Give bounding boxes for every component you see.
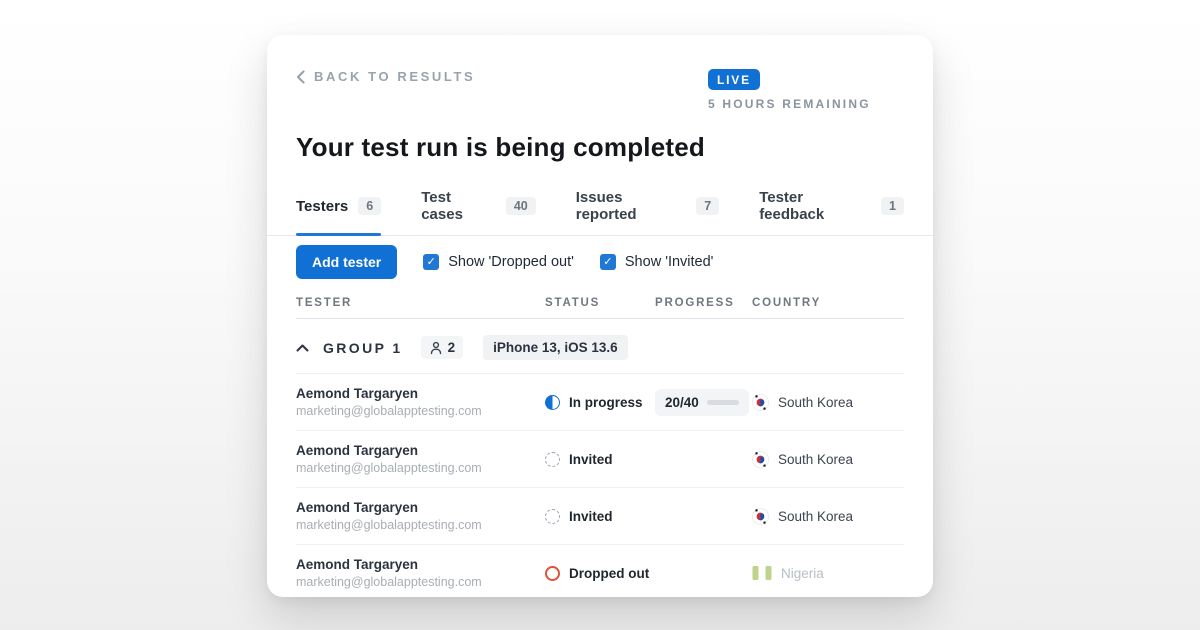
status-cell: Invited xyxy=(545,451,655,467)
progress-cell: 20/40 xyxy=(655,388,752,416)
tester-name: Aemond Targaryen xyxy=(296,557,419,572)
person-icon xyxy=(430,341,441,354)
progress-bar xyxy=(706,399,739,405)
tab-test-cases[interactable]: Test cases 40 xyxy=(421,183,536,235)
tab-tester-feedback-label: Tester feedback xyxy=(759,189,825,223)
country-cell: Nigeria xyxy=(752,565,904,581)
page-title: Your test run is being completed xyxy=(296,132,705,162)
live-status-block: LIVE 5 HOURS REMAINING xyxy=(708,69,904,111)
group-device-chip: iPhone 13, iOS 13.6 xyxy=(483,335,628,360)
tester-email: marketing@globalapptesting.com xyxy=(296,404,482,418)
in-progress-icon xyxy=(545,394,560,410)
tab-test-cases-count: 40 xyxy=(505,197,536,215)
column-header-tester: TESTER xyxy=(296,297,353,309)
progress-label: 20/40 xyxy=(665,394,699,410)
toolbar: Add tester ✓ Show 'Dropped out' ✓ Show '… xyxy=(296,245,904,279)
tester-name: Aemond Targaryen xyxy=(296,500,419,515)
show-invited-label: Show 'Invited' xyxy=(624,254,714,270)
show-dropped-out-label: Show 'Dropped out' xyxy=(448,254,574,270)
tester-cell: Aemond Targaryen marketing@globalapptest… xyxy=(296,500,545,532)
show-dropped-out-checkbox[interactable]: ✓ Show 'Dropped out' xyxy=(423,254,574,270)
column-header-country: COUNTRY xyxy=(752,297,822,309)
tester-cell: Aemond Targaryen marketing@globalapptest… xyxy=(296,443,545,475)
chevron-up-icon[interactable] xyxy=(296,344,309,352)
column-header-status: STATUS xyxy=(545,297,601,309)
checkbox-checked-icon[interactable]: ✓ xyxy=(423,254,440,270)
tester-email: marketing@globalapptesting.com xyxy=(296,461,482,475)
tester-cell: Aemond Targaryen marketing@globalapptest… xyxy=(296,386,545,418)
south-korea-flag-icon xyxy=(752,450,769,468)
tester-name: Aemond Targaryen xyxy=(296,443,419,458)
status-label: Dropped out xyxy=(569,565,650,581)
tester-name: Aemond Targaryen xyxy=(296,386,419,401)
status-cell: In progress xyxy=(545,394,655,410)
status-label: In progress xyxy=(569,394,643,410)
test-run-card: BACK TO RESULTS LIVE 5 HOURS REMAINING Y… xyxy=(267,35,933,597)
time-remaining-label: 5 HOURS REMAINING xyxy=(708,97,871,111)
group-header-row[interactable]: GROUP 1 2 iPhone 13, iOS 13.6 xyxy=(296,319,904,374)
country-label: South Korea xyxy=(778,451,854,467)
country-label: Nigeria xyxy=(781,565,824,581)
group-tester-count-chip: 2 xyxy=(420,336,464,359)
card-header: BACK TO RESULTS LIVE 5 HOURS REMAINING xyxy=(296,69,904,111)
country-label: South Korea xyxy=(778,508,854,524)
tab-testers-label: Testers xyxy=(296,197,349,215)
status-cell: Dropped out xyxy=(545,565,655,581)
tab-bar: Testers 6 Test cases 40 Issues reported … xyxy=(267,183,933,236)
dropped-out-icon xyxy=(545,565,560,581)
status-label: Invited xyxy=(569,451,613,467)
tab-testers[interactable]: Testers 6 xyxy=(296,183,382,236)
tester-email: marketing@globalapptesting.com xyxy=(296,575,482,589)
south-korea-flag-icon xyxy=(752,507,769,525)
chevron-left-icon xyxy=(296,69,305,84)
country-cell: South Korea xyxy=(752,507,904,525)
tab-issues-reported-count: 7 xyxy=(696,197,720,215)
tester-row[interactable]: Aemond Targaryen marketing@globalapptest… xyxy=(296,374,904,431)
progress-chip: 20/40 xyxy=(655,388,749,416)
south-korea-flag-icon xyxy=(752,393,769,411)
tester-row[interactable]: Aemond Targaryen marketing@globalapptest… xyxy=(296,431,904,488)
tab-tester-feedback[interactable]: Tester feedback 1 xyxy=(759,183,904,235)
table-header-row: TESTER STATUS PROGRESS COUNTRY xyxy=(296,287,904,319)
tab-test-cases-label: Test cases xyxy=(421,189,463,223)
group-name: GROUP 1 xyxy=(323,339,403,356)
live-badge: LIVE xyxy=(708,69,760,90)
invited-icon xyxy=(545,508,560,524)
country-cell: South Korea xyxy=(752,450,904,468)
nigeria-flag-icon xyxy=(752,566,772,580)
group-tester-count: 2 xyxy=(447,340,456,355)
tab-testers-count: 6 xyxy=(358,197,382,215)
checkbox-checked-icon[interactable]: ✓ xyxy=(599,254,616,270)
tester-row[interactable]: Aemond Targaryen marketing@globalapptest… xyxy=(296,488,904,545)
add-tester-button[interactable]: Add tester xyxy=(296,245,398,279)
status-cell: Invited xyxy=(545,508,655,524)
column-header-progress: PROGRESS xyxy=(655,297,735,309)
country-cell: South Korea xyxy=(752,393,904,411)
status-label: Invited xyxy=(569,508,613,524)
back-link-label: BACK TO RESULTS xyxy=(314,69,476,84)
invited-icon xyxy=(545,451,560,467)
tester-cell: Aemond Targaryen marketing@globalapptest… xyxy=(296,557,545,589)
tester-row[interactable]: Aemond Targaryen marketing@globalapptest… xyxy=(296,545,904,597)
tab-issues-reported[interactable]: Issues reported 7 xyxy=(575,183,720,235)
country-label: South Korea xyxy=(778,394,854,410)
back-to-results-link[interactable]: BACK TO RESULTS xyxy=(296,69,475,84)
tab-tester-feedback-count: 1 xyxy=(881,197,904,215)
tab-issues-reported-label: Issues reported xyxy=(575,189,637,223)
show-invited-checkbox[interactable]: ✓ Show 'Invited' xyxy=(599,254,714,270)
tester-email: marketing@globalapptesting.com xyxy=(296,518,482,532)
